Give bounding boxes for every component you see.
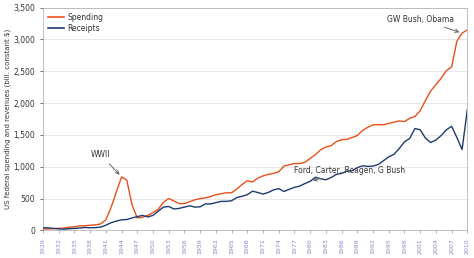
- Text: WWII: WWII: [91, 150, 119, 174]
- Text: GW Bush, Obama: GW Bush, Obama: [387, 14, 458, 33]
- Text: Ford, Carter, Reagen, G Bush: Ford, Carter, Reagen, G Bush: [294, 166, 406, 181]
- Legend: Spending, Receipts: Spending, Receipts: [45, 10, 107, 36]
- Y-axis label: US federal spending and revenues (bill. constant $): US federal spending and revenues (bill. …: [4, 29, 11, 209]
